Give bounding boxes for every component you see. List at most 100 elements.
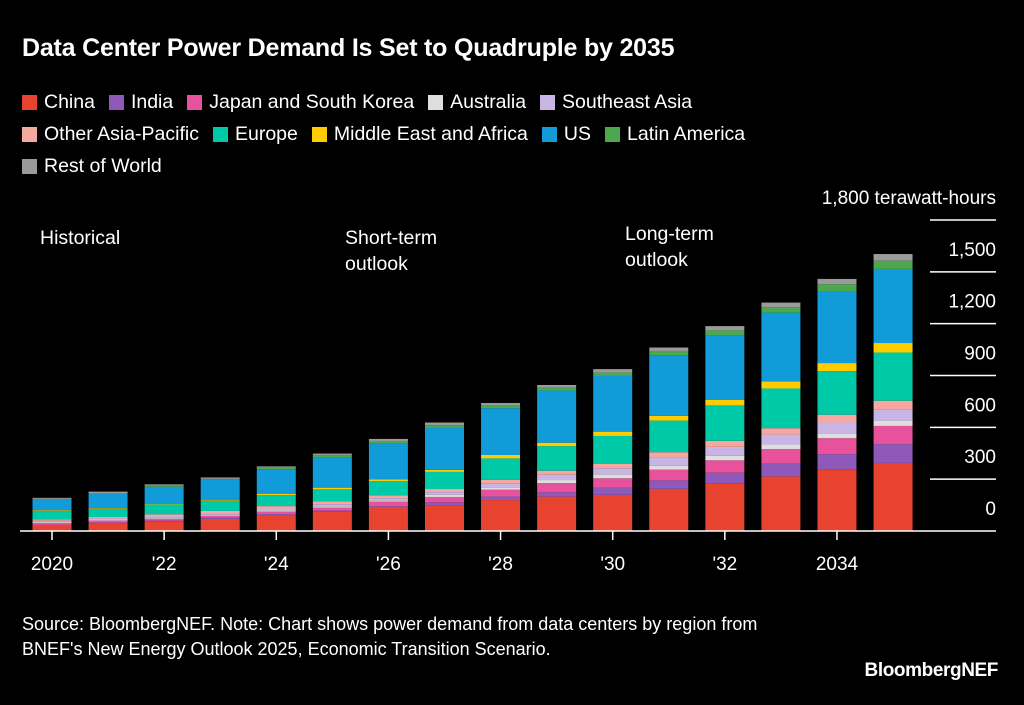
bar-segment-us-2029 xyxy=(537,390,577,443)
bar-segment-southeast-asia-2034 xyxy=(817,422,857,434)
bar-segment-australia-2035 xyxy=(873,420,913,426)
bar-segment-us-2021 xyxy=(88,494,128,509)
legend-item: Rest of World xyxy=(22,152,162,182)
legend-label: Other Asia-Pacific xyxy=(44,122,199,145)
bar-segment-southeast-asia-2020 xyxy=(32,520,72,522)
bar-segment-other-asia-pacific-2026 xyxy=(368,495,408,499)
bar-segment-china-2030 xyxy=(593,494,633,531)
chart-title: Data Center Power Demand Is Set to Quadr… xyxy=(22,34,675,62)
bar-segment-japan-and-south-korea-2021 xyxy=(88,520,128,523)
bar-segment-rest-of-world-2024 xyxy=(256,466,296,468)
x-tick-label: '26 xyxy=(376,554,401,575)
bar-segment-rest-of-world-2022 xyxy=(144,484,184,486)
bar-segment-japan-and-south-korea-2020 xyxy=(32,522,72,525)
legend-item: US xyxy=(541,120,591,150)
bar-segment-europe-2030 xyxy=(593,435,633,464)
bar-segment-australia-2023 xyxy=(200,514,240,516)
bar-segment-china-2021 xyxy=(88,523,128,531)
bar-segment-middle-east-and-africa-2027 xyxy=(424,469,464,472)
bar-segment-australia-2024 xyxy=(256,510,296,512)
bar-segment-middle-east-and-africa-2031 xyxy=(649,415,689,421)
bar-segment-australia-2032 xyxy=(705,455,745,461)
bar-segment-china-2020 xyxy=(32,525,72,531)
bar-segment-latin-america-2029 xyxy=(537,387,577,391)
bar-segment-india-2026 xyxy=(368,506,408,509)
bar-segment-us-2030 xyxy=(593,376,633,432)
bar-segment-china-2023 xyxy=(200,518,240,531)
bar-segment-australia-2020 xyxy=(32,521,72,523)
bar-segment-rest-of-world-2023 xyxy=(200,477,240,479)
bar-segment-us-2034 xyxy=(817,291,857,364)
bar-segment-india-2035 xyxy=(873,444,913,463)
y-tick-label: 600 xyxy=(964,395,996,416)
bar-segment-other-asia-pacific-2025 xyxy=(312,501,352,505)
bar-segment-china-2029 xyxy=(537,496,577,531)
period-annotation: Long-term xyxy=(625,223,714,245)
legend-swatch xyxy=(540,95,556,111)
legend-swatch xyxy=(22,158,37,174)
bar-segment-japan-and-south-korea-2030 xyxy=(593,478,633,488)
bar-segment-europe-2035 xyxy=(873,352,913,401)
bar-segment-china-2025 xyxy=(312,511,352,531)
period-annotation: outlook xyxy=(625,249,688,271)
bar-segment-other-asia-pacific-2023 xyxy=(200,510,240,514)
bar-segment-china-2034 xyxy=(817,469,857,531)
x-tick-label: '24 xyxy=(264,554,289,575)
bar-segment-rest-of-world-2020 xyxy=(32,497,72,499)
period-annotation: outlook xyxy=(345,253,408,275)
bar-segment-india-2034 xyxy=(817,454,857,470)
legend-swatch xyxy=(212,127,228,142)
bar-segment-japan-and-south-korea-2026 xyxy=(368,501,408,507)
x-tick-label: '28 xyxy=(488,554,513,575)
legend-item: Other Asia-Pacific xyxy=(22,120,199,150)
legend-swatch xyxy=(108,95,124,111)
bar-segment-europe-2022 xyxy=(144,504,184,515)
bar-segment-other-asia-pacific-2021 xyxy=(88,517,128,519)
legend-swatch xyxy=(22,95,37,111)
bar-segment-australia-2030 xyxy=(593,474,633,479)
x-tick-label: 2020 xyxy=(31,554,73,575)
bar-segment-rest-of-world-2033 xyxy=(761,302,801,308)
bar-segment-rest-of-world-2025 xyxy=(312,453,352,456)
legend-item: Latin America xyxy=(605,120,745,150)
bar-segment-japan-and-south-korea-2033 xyxy=(761,449,801,464)
bar-segment-southeast-asia-2035 xyxy=(873,409,913,421)
bar-segment-china-2027 xyxy=(424,505,464,531)
bar-segment-europe-2028 xyxy=(481,458,521,480)
bar-segment-middle-east-and-africa-2022 xyxy=(144,503,184,505)
bar-segment-australia-2027 xyxy=(424,494,464,497)
x-tick-label: '30 xyxy=(600,554,625,575)
bar-segment-latin-america-2020 xyxy=(32,498,72,500)
legend-label: China xyxy=(44,91,95,113)
bar-segment-rest-of-world-2035 xyxy=(873,254,913,261)
bar-segment-china-2032 xyxy=(705,483,745,531)
bar-segment-southeast-asia-2032 xyxy=(705,446,745,456)
bar-segment-australia-2022 xyxy=(144,517,184,519)
bar-segment-china-2026 xyxy=(368,508,408,531)
bar-segment-rest-of-world-2031 xyxy=(649,347,689,351)
bar-segment-europe-2027 xyxy=(424,471,464,490)
bar-segment-europe-2034 xyxy=(817,371,857,415)
bar-segment-australia-2033 xyxy=(761,444,801,450)
bar-segment-japan-and-south-korea-2032 xyxy=(705,460,745,473)
legend-label: Australia xyxy=(450,91,527,113)
y-tick-label: 1,500 xyxy=(948,240,996,261)
bar-segment-india-2028 xyxy=(481,496,521,501)
legend-swatch xyxy=(187,95,203,111)
legend-item: Japan and South Korea xyxy=(187,88,414,118)
bar-segment-india-2023 xyxy=(200,517,240,519)
bar-segment-southeast-asia-2028 xyxy=(481,483,521,488)
bar-segment-us-2024 xyxy=(256,469,296,494)
legend: China India Japan and South Korea Australia… xyxy=(22,88,982,183)
bar-segment-india-2030 xyxy=(593,487,633,495)
bar-segment-europe-2021 xyxy=(88,508,128,518)
y-tick-label: 0 xyxy=(985,499,996,520)
bar-segment-middle-east-and-africa-2029 xyxy=(537,442,577,447)
bar-segment-us-2025 xyxy=(312,457,352,488)
bar-segment-other-asia-pacific-2034 xyxy=(817,414,857,423)
bar-segment-middle-east-and-africa-2026 xyxy=(368,479,408,482)
bar-segment-southeast-asia-2030 xyxy=(593,468,633,475)
legend-item: India xyxy=(108,88,173,118)
bar-segment-rest-of-world-2029 xyxy=(537,385,577,388)
legend-swatch xyxy=(541,127,557,142)
